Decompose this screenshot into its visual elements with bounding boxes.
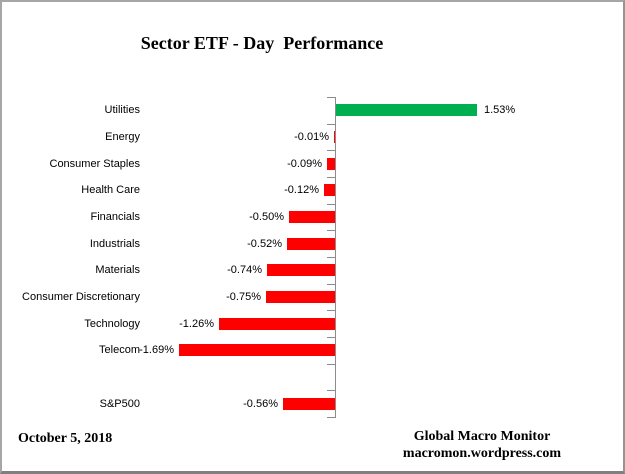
axis-tick <box>327 390 336 391</box>
axis-tick <box>327 284 336 285</box>
category-label: Technology <box>84 318 140 330</box>
axis-tick <box>327 150 336 151</box>
axis-tick <box>327 177 336 178</box>
axis-tick <box>327 124 336 125</box>
bar-positive <box>336 104 477 116</box>
bar-negative <box>219 318 335 330</box>
axis-tick <box>327 310 336 311</box>
category-label: Financials <box>90 211 140 223</box>
bar-negative <box>283 398 335 410</box>
bar-negative <box>287 238 335 250</box>
bar-negative <box>327 158 335 170</box>
value-label: -1.69% <box>139 344 174 356</box>
value-label: -1.26% <box>179 318 214 330</box>
category-label: Health Care <box>81 184 140 196</box>
axis-tick <box>327 364 336 365</box>
bar-negative <box>289 211 335 223</box>
axis-tick <box>327 337 336 338</box>
value-label: -0.74% <box>227 264 262 276</box>
axis-tick <box>327 204 336 205</box>
value-label: -0.56% <box>243 398 278 410</box>
source-name: Global Macro Monitor <box>413 429 551 444</box>
category-label: Materials <box>95 264 140 276</box>
date-label: October 5, 2018 <box>18 431 113 446</box>
axis-tick <box>327 97 336 98</box>
axis-tick <box>327 417 336 418</box>
category-label: Energy <box>105 131 140 143</box>
bar-negative <box>324 184 335 196</box>
category-label: Utilities <box>104 104 140 116</box>
bar-negative <box>267 264 335 276</box>
axis-tick <box>327 257 336 258</box>
value-label: -0.75% <box>226 291 261 303</box>
chart-title: Sector ETF - Day Performance <box>140 33 384 53</box>
value-label: -0.52% <box>247 238 282 250</box>
bar-negative <box>179 344 335 356</box>
bar-negative <box>334 131 335 143</box>
value-label: -0.09% <box>287 158 322 170</box>
value-label: -0.01% <box>294 131 329 143</box>
category-label: S&P500 <box>99 398 140 410</box>
source-attribution: Global Macro Monitor macromon.wordpress.… <box>377 428 587 462</box>
category-label: Industrials <box>89 238 140 250</box>
value-label: -0.50% <box>249 211 284 223</box>
value-label: 1.53% <box>484 104 516 116</box>
source-url: macromon.wordpress.com <box>402 446 562 461</box>
category-label: Consumer Discretionary <box>22 291 140 303</box>
bar-negative <box>266 291 335 303</box>
category-label: Telecom <box>99 344 140 356</box>
category-label: Consumer Staples <box>49 158 141 170</box>
value-label: -0.12% <box>284 184 319 196</box>
axis-tick <box>327 230 336 231</box>
